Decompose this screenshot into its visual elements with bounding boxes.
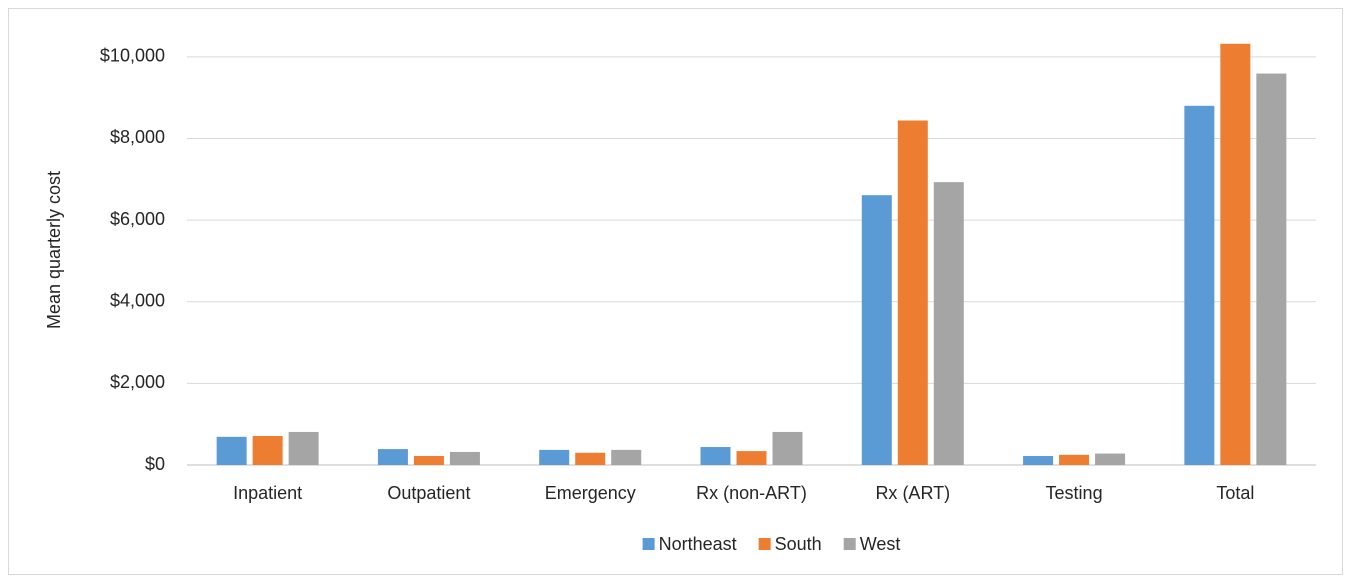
x-tick-label: Rx (non-ART) [696,483,807,503]
bar [252,436,283,465]
bar [377,449,408,465]
y-tick-label: $2,000 [110,372,165,392]
y-axis-title: Mean quarterly cost [44,171,64,329]
bar [897,120,928,466]
bar [1023,456,1054,465]
x-tick-label: Rx (ART) [875,483,950,503]
x-tick-label: Testing [1046,483,1103,503]
y-tick-label: $0 [145,454,165,474]
bar [575,452,606,465]
bar [413,456,444,465]
y-tick-label: $10,000 [100,46,165,66]
bar [1095,453,1126,465]
bar [933,182,964,465]
bar [216,436,247,465]
legend-label: West [860,534,901,554]
x-tick-label: Outpatient [387,483,470,503]
bar [861,195,892,465]
bar [700,447,731,465]
x-tick-label: Total [1216,483,1254,503]
legend-swatch [843,538,856,550]
bar [1256,73,1287,465]
x-tick-label: Inpatient [233,483,302,503]
x-tick-label: Emergency [545,483,636,503]
y-tick-label: $6,000 [110,209,165,229]
chart-border [8,8,1343,575]
bar [736,451,767,465]
y-tick-label: $4,000 [110,290,165,310]
legend-swatch [642,538,655,550]
bar [539,449,570,465]
bar [1220,43,1251,466]
bar [611,449,642,465]
y-tick-label: $8,000 [110,127,165,147]
bar [449,451,480,465]
bar [1184,105,1215,466]
bar [288,431,319,465]
legend-swatch [758,538,771,550]
bar [1059,454,1090,465]
legend-label: South [775,534,822,554]
legend-label: Northeast [659,534,737,554]
bar [772,431,803,465]
